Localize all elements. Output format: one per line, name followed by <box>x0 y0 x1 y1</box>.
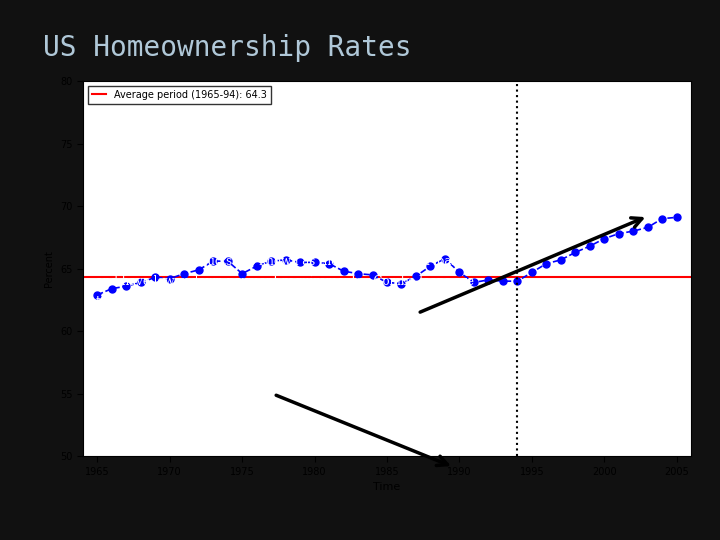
Y-axis label: Percent: Percent <box>45 250 54 287</box>
Legend: Average period (1965-94): 64.3: Average period (1965-94): 64.3 <box>88 86 271 104</box>
Text: The new loan products are known as the combo / ballon loan,
and have lower down : The new loan products are known as the c… <box>96 255 474 328</box>
Text: US Homeownership Rates: US Homeownership Rates <box>43 34 412 62</box>
X-axis label: Time: Time <box>374 482 400 492</box>
